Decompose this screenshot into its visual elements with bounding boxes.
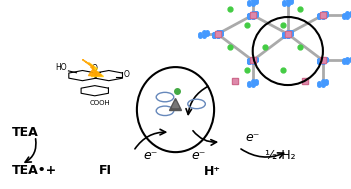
Text: ½ H₂: ½ H₂ xyxy=(265,149,296,162)
Text: O: O xyxy=(124,70,130,79)
Text: HO: HO xyxy=(55,63,67,72)
Text: e⁻: e⁻ xyxy=(191,149,205,162)
Polygon shape xyxy=(88,62,104,77)
Polygon shape xyxy=(82,60,102,76)
Text: H⁺: H⁺ xyxy=(204,166,221,178)
Text: e⁻: e⁻ xyxy=(144,149,158,162)
Text: FI: FI xyxy=(99,164,112,177)
Text: O: O xyxy=(91,64,97,73)
Text: COOH: COOH xyxy=(90,100,111,106)
Text: TEA•+: TEA•+ xyxy=(12,164,58,177)
Text: e⁻: e⁻ xyxy=(246,131,260,143)
Text: TEA: TEA xyxy=(12,126,39,139)
